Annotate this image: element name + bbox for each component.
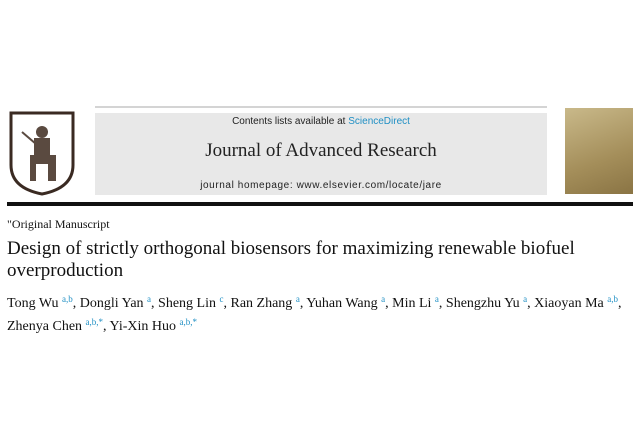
author-name: Dongli Yan [79,296,148,311]
author[interactable]: Dongli Yan a [79,294,152,311]
author-name: Xiaoyan Ma [534,296,608,311]
affiliation-marker[interactable]: a,b,* [85,317,104,327]
author[interactable]: Xiaoyan Ma a,b [534,294,619,311]
affiliation-marker[interactable]: a,b [607,294,619,304]
author-name: Zhenya Chen [7,319,86,334]
author-name: Ran Zhang [230,296,296,311]
sciencedirect-link[interactable]: ScienceDirect [348,116,410,127]
journal-banner: Contents lists available at ScienceDirec… [95,113,547,195]
author-list: Tong Wu a,b, Dongli Yan a, Sheng Lin c, … [7,294,622,334]
author[interactable]: Shengzhu Yu a [445,294,528,311]
header-divider [7,202,633,206]
author[interactable]: Sheng Lin c [158,294,224,311]
author-name: Min Li [392,296,435,311]
author[interactable]: Yi-Xin Huo a,b,* [109,317,198,334]
author[interactable]: Ran Zhang a [230,294,300,311]
author-name: Yi-Xin Huo [109,319,180,334]
journal-homepage[interactable]: journal homepage: www.elsevier.com/locat… [200,180,442,191]
affiliation-marker[interactable]: a [147,294,152,304]
affiliation-marker[interactable]: a,b [61,294,73,304]
author-name: Tong Wu [7,296,62,311]
affiliation-marker[interactable]: a,b,* [179,317,198,327]
author-name: Shengzhu Yu [445,296,524,311]
contents-line: Contents lists available at ScienceDirec… [95,116,547,127]
journal-title: Journal of Advanced Research [205,140,437,161]
author[interactable]: Yuhan Wang a [306,294,386,311]
author-name: Sheng Lin [158,296,220,311]
author[interactable]: Tong Wu a,b [7,294,73,311]
affiliation-marker[interactable]: a [523,294,528,304]
university-logo [9,111,75,196]
author[interactable]: Zhenya Chen a,b,* [7,317,104,334]
author-name: Yuhan Wang [306,296,382,311]
affiliation-marker[interactable]: c [219,294,224,304]
article-section: "Original Manuscript [7,217,110,231]
author[interactable]: Min Li a [392,294,439,311]
affiliation-marker[interactable]: a [295,294,300,304]
journal-cover-image [565,108,633,194]
affiliation-marker[interactable]: a [434,294,439,304]
affiliation-marker[interactable]: a [381,294,386,304]
top-rule [95,106,547,108]
article-title: Design of strictly orthogonal biosensors… [7,238,575,281]
contents-text: Contents lists available at [232,116,349,127]
